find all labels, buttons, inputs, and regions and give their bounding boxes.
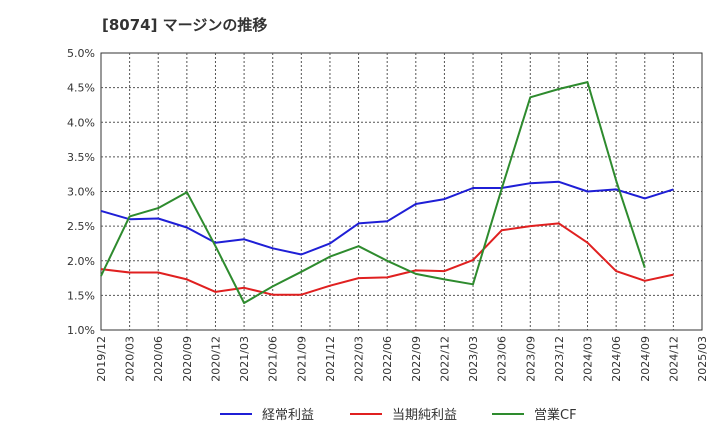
x-tick-label: 2020/03	[124, 336, 137, 382]
chart-title: [8074] マージンの推移	[102, 16, 268, 34]
x-tick-label: 2024/06	[610, 336, 623, 382]
y-tick-label: 3.0%	[67, 186, 95, 199]
series-line-2	[100, 222, 674, 296]
x-tick-label: 2023/03	[467, 336, 480, 382]
x-tick-label: 2023/06	[496, 336, 509, 382]
legend-label: 当期純利益	[392, 408, 457, 423]
x-tick-label: 2022/09	[410, 336, 423, 382]
x-tick-label: 2023/12	[553, 336, 566, 382]
x-tick-label: 2020/12	[209, 336, 222, 382]
y-tick-label: 5.0%	[67, 47, 95, 60]
y-tick-label: 3.5%	[67, 151, 95, 164]
x-tick-label: 2022/12	[438, 336, 451, 382]
y-tick-label: 1.5%	[67, 289, 95, 302]
x-tick-label: 2021/03	[238, 336, 251, 382]
legend-label: 経常利益	[262, 408, 314, 423]
series-line-1	[100, 180, 674, 256]
legend-label: 営業CF	[534, 407, 577, 423]
x-tick-label: 2024/12	[667, 336, 680, 382]
y-tick-label: 2.5%	[67, 220, 95, 233]
x-tick-label: 2020/09	[181, 336, 194, 382]
y-tick-label: 2.0%	[67, 255, 95, 268]
x-tick-label: 2025/03	[696, 336, 709, 382]
x-tick-label: 2024/09	[639, 336, 652, 382]
x-tick-label: 2020/06	[152, 336, 165, 382]
x-tick-label: 2021/12	[324, 336, 337, 382]
x-tick-label: 2023/09	[524, 336, 537, 382]
x-tick-label: 2024/03	[582, 336, 595, 382]
x-tick-label: 2022/06	[381, 336, 394, 382]
y-tick-label: 4.0%	[67, 116, 95, 129]
series-line-3	[100, 81, 646, 304]
y-tick-label: 1.0%	[67, 324, 95, 337]
x-tick-label: 2021/06	[267, 336, 280, 382]
y-tick-label: 4.5%	[67, 82, 95, 95]
x-tick-label: 2022/03	[353, 336, 366, 382]
x-tick-label: 2021/09	[295, 336, 308, 382]
x-tick-label: 2019/12	[95, 336, 108, 382]
